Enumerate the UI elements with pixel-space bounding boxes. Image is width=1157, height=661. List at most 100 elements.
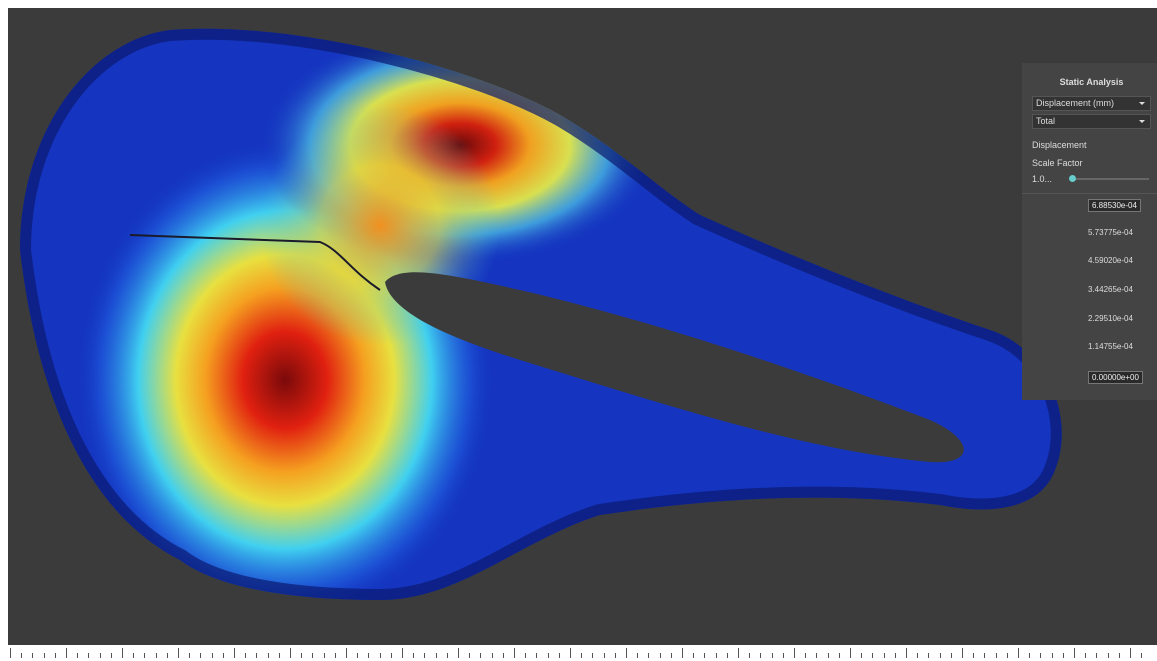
panel-title: Static Analysis [1032, 77, 1151, 87]
ruler-tick [861, 653, 862, 658]
ruler-tick [839, 653, 840, 658]
ruler-tick [503, 653, 504, 658]
ruler-tick [256, 653, 257, 658]
ruler-tick [895, 653, 896, 658]
ruler-tick [447, 653, 448, 658]
model-view [0, 0, 1149, 637]
ruler-tick [917, 653, 918, 658]
displacement-toggle-label: Displacement [1032, 140, 1151, 150]
ruler-tick [391, 653, 392, 658]
ruler-tick [514, 648, 515, 658]
ruler-tick [492, 653, 493, 658]
ruler-tick [783, 653, 784, 658]
ruler-tick [604, 653, 605, 658]
ruler-tick [536, 653, 537, 658]
ruler-tick [335, 653, 336, 658]
ruler-tick [973, 653, 974, 658]
ruler-tick [951, 653, 952, 658]
ruler-tick [357, 653, 358, 658]
ruler-tick [716, 653, 717, 658]
ruler-tick [122, 648, 123, 658]
ruler-tick [648, 653, 649, 658]
ruler-tick [884, 653, 885, 658]
ruler-tick [1040, 653, 1041, 658]
ruler-tick [402, 648, 403, 658]
ruler-tick [816, 653, 817, 658]
ruler-tick [424, 653, 425, 658]
ruler-tick [1108, 653, 1109, 658]
legend-label: 4.59020e-04 [1088, 256, 1133, 265]
legend-label: 6.88530e-04 [1088, 199, 1141, 212]
ruler-tick [906, 648, 907, 658]
ruler-tick [626, 648, 627, 658]
legend-label: 0.00000e+00 [1088, 371, 1143, 384]
ruler-tick [615, 653, 616, 658]
ruler-tick [727, 653, 728, 658]
ruler-tick [32, 653, 33, 658]
ruler-tick [301, 653, 302, 658]
ruler-tick [212, 653, 213, 658]
app: Static Analysis Displacement (mm) Total … [0, 0, 1157, 661]
ruler-tick [749, 653, 750, 658]
ruler-tick [682, 648, 683, 658]
ruler-tick [805, 653, 806, 658]
ruler-tick [312, 653, 313, 658]
ruler-tick [111, 653, 112, 658]
ruler-tick [66, 648, 67, 658]
result-type-dropdown[interactable]: Displacement (mm) [1032, 96, 1151, 111]
legend-label: 3.44265e-04 [1088, 285, 1133, 294]
ruler-tick [436, 653, 437, 658]
ruler-tick [1029, 653, 1030, 658]
ruler-tick [156, 653, 157, 658]
scale-slider[interactable] [1074, 178, 1149, 180]
ruler-tick [469, 653, 470, 658]
ruler-tick [1063, 653, 1064, 658]
ruler-tick [380, 653, 381, 658]
ruler-tick [548, 653, 549, 658]
ruler-tick [940, 653, 941, 658]
slider-handle[interactable] [1069, 175, 1076, 182]
ruler-tick [480, 653, 481, 658]
ruler-tick [1130, 648, 1131, 658]
ruler-tick [100, 653, 101, 658]
ruler-tick [279, 653, 280, 658]
ruler-tick [738, 648, 739, 658]
ruler-tick [850, 648, 851, 658]
ruler-tick [704, 653, 705, 658]
ruler-tick [368, 653, 369, 658]
ruler-tick [1141, 653, 1142, 658]
scale-factor-value[interactable]: 1.0... [1032, 174, 1062, 184]
legend-label: 2.29510e-04 [1088, 314, 1133, 323]
ruler-tick [413, 653, 414, 658]
divider [1022, 193, 1157, 194]
ruler-tick [570, 648, 571, 658]
ruler-tick [693, 653, 694, 658]
ruler-tick [133, 653, 134, 658]
ruler-tick [828, 653, 829, 658]
ruler-tick [77, 653, 78, 658]
ruler-tick [200, 653, 201, 658]
ruler-tick [21, 653, 22, 658]
ruler-tick [88, 653, 89, 658]
ruler-tick [794, 648, 795, 658]
ruler-tick [581, 653, 582, 658]
ruler-tick [1074, 648, 1075, 658]
ruler-tick [671, 653, 672, 658]
ruler-tick [996, 653, 997, 658]
ruler-tick [525, 653, 526, 658]
ruler-tick [10, 648, 11, 658]
ruler-tick [660, 653, 661, 658]
ruler-tick [592, 653, 593, 658]
ruler-tick [290, 648, 291, 658]
ruler-tick [1096, 653, 1097, 658]
ruler-tick [984, 653, 985, 658]
ruler-tick [760, 653, 761, 658]
ruler-tick [559, 653, 560, 658]
legend-label: 5.73775e-04 [1088, 228, 1133, 237]
component-dropdown[interactable]: Total [1032, 114, 1151, 129]
ruler-tick [324, 653, 325, 658]
ruler-tick [458, 648, 459, 658]
ruler-tick [44, 653, 45, 658]
ruler-tick [178, 648, 179, 658]
ruler-tick [55, 653, 56, 658]
